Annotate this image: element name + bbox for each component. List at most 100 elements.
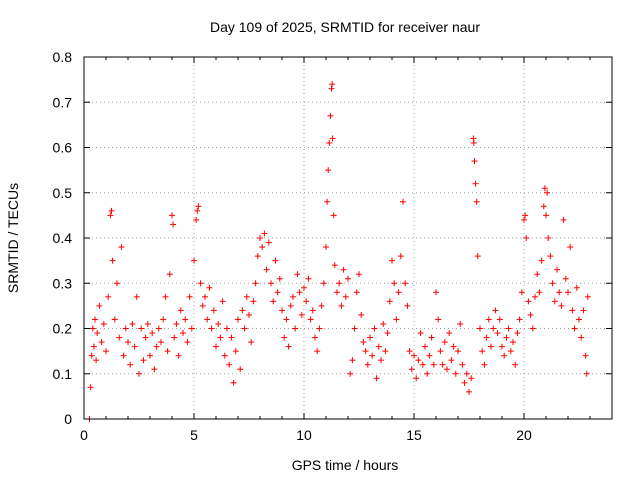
data-point — [265, 239, 272, 246]
data-point — [340, 266, 347, 273]
x-axis-label: GPS time / hours — [292, 457, 399, 473]
data-point — [283, 316, 290, 323]
data-point — [455, 348, 461, 355]
data-point — [580, 307, 587, 314]
data-point — [88, 352, 95, 359]
data-point — [224, 325, 230, 332]
data-point — [92, 316, 98, 323]
data-point — [169, 212, 175, 219]
data-point — [294, 271, 301, 278]
axis-ticks — [83, 56, 612, 420]
data-point — [404, 302, 411, 309]
data-point — [325, 167, 332, 174]
data-point — [166, 271, 173, 278]
data-point — [188, 325, 195, 332]
data-point — [230, 379, 237, 386]
data-point — [512, 361, 519, 368]
data-point — [473, 198, 480, 205]
data-point — [481, 361, 488, 368]
data-point — [565, 289, 571, 296]
data-point — [318, 302, 325, 309]
data-point — [375, 343, 382, 350]
x-tick-label: 15 — [406, 427, 422, 443]
data-point — [274, 289, 281, 296]
data-point — [382, 348, 389, 355]
data-point — [142, 334, 149, 341]
data-point — [529, 325, 536, 332]
data-point — [450, 343, 457, 350]
data-point — [413, 375, 420, 382]
data-point — [182, 316, 189, 323]
data-point — [424, 370, 431, 377]
data-point — [173, 320, 180, 327]
data-point — [389, 257, 395, 264]
data-point — [373, 375, 380, 382]
data-point — [100, 320, 107, 327]
data-point — [371, 325, 378, 332]
data-point — [329, 81, 336, 88]
grid-layer — [84, 57, 612, 419]
data-point — [426, 352, 433, 359]
data-point — [118, 244, 125, 251]
data-point — [415, 357, 422, 364]
data-point — [499, 343, 505, 350]
data-point — [194, 207, 201, 214]
data-point — [461, 379, 468, 386]
data-point — [328, 85, 335, 92]
data-point — [90, 343, 97, 350]
data-point — [170, 221, 177, 228]
data-point — [532, 293, 538, 300]
data-point — [127, 361, 134, 368]
data-point — [241, 325, 248, 332]
data-point — [219, 298, 226, 305]
data-point — [521, 216, 527, 223]
data-point — [147, 352, 153, 359]
data-point — [202, 293, 208, 300]
data-point — [347, 370, 354, 377]
data-point — [485, 316, 492, 323]
data-point — [356, 271, 362, 278]
data-point — [538, 257, 545, 264]
data-point — [131, 343, 138, 350]
data-point — [457, 320, 464, 327]
data-point — [237, 366, 244, 373]
data-point — [474, 253, 481, 260]
data-point — [490, 325, 497, 332]
data-point — [105, 293, 112, 300]
data-point — [551, 298, 558, 305]
data-point — [522, 212, 529, 219]
data-point — [94, 330, 101, 337]
data-point — [320, 280, 327, 287]
data-point — [562, 275, 569, 282]
data-point — [263, 266, 270, 273]
data-point — [536, 289, 543, 296]
data-point — [527, 311, 534, 318]
data-point — [129, 320, 136, 327]
data-point — [248, 339, 255, 346]
data-point — [545, 235, 552, 241]
data-point — [197, 280, 204, 287]
data-point — [510, 339, 516, 346]
data-point — [239, 307, 246, 314]
data-point — [323, 244, 329, 251]
data-point — [303, 298, 310, 305]
data-point — [549, 280, 556, 287]
data-point — [177, 307, 184, 314]
data-point — [153, 343, 160, 350]
data-point — [543, 212, 549, 219]
data-point — [468, 375, 475, 382]
y-tick-label: 0.2 — [53, 321, 73, 337]
y-tick-label: 0.4 — [53, 230, 73, 246]
data-point — [285, 343, 292, 350]
data-point — [312, 334, 318, 341]
data-point — [221, 352, 228, 359]
x-tick-label: 10 — [296, 427, 312, 443]
data-points — [86, 81, 591, 422]
data-point — [270, 298, 277, 305]
data-point — [503, 334, 510, 341]
data-point — [571, 325, 578, 332]
data-point — [184, 339, 191, 346]
data-point — [556, 289, 563, 296]
data-point — [422, 343, 428, 350]
